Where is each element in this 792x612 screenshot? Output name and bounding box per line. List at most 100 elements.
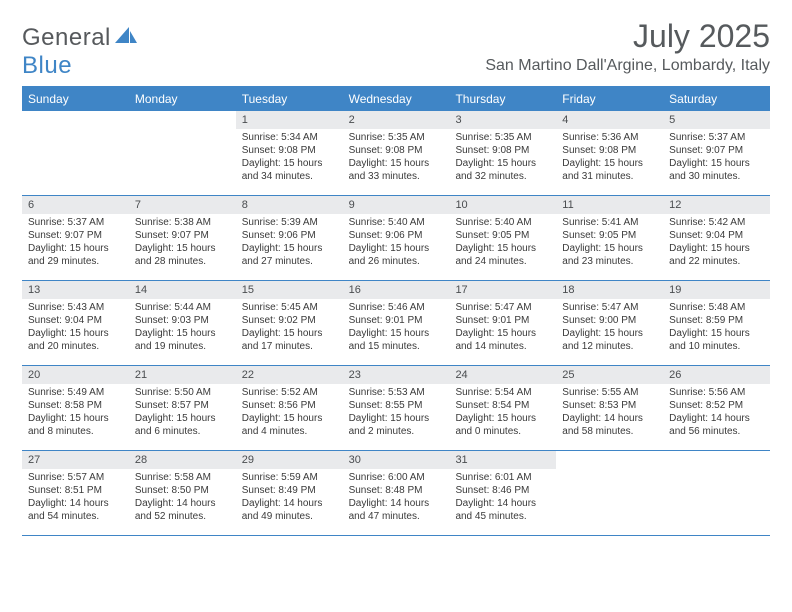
title-block: July 2025 San Martino Dall'Argine, Lomba… [485,18,770,75]
date-number: 7 [129,196,236,214]
logo-text: General Blue [22,24,137,80]
date-number: 25 [556,366,663,384]
date-number: 1 [236,111,343,129]
calendar-cell: 23Sunrise: 5:53 AMSunset: 8:55 PMDayligh… [343,366,450,450]
daylight2-text: and 24 minutes. [455,255,550,268]
sunset-text: Sunset: 9:08 PM [349,144,444,157]
sunrise-text: Sunrise: 5:56 AM [669,386,764,399]
day-header: Thursday [449,88,556,111]
cell-body: Sunrise: 5:54 AMSunset: 8:54 PMDaylight:… [449,384,556,442]
sunrise-text: Sunrise: 5:37 AM [28,216,123,229]
sunrise-text: Sunrise: 5:48 AM [669,301,764,314]
cell-body: Sunrise: 5:49 AMSunset: 8:58 PMDaylight:… [22,384,129,442]
date-number: 6 [22,196,129,214]
daylight2-text: and 14 minutes. [455,340,550,353]
calendar-cell: 29Sunrise: 5:59 AMSunset: 8:49 PMDayligh… [236,451,343,535]
daylight2-text: and 8 minutes. [28,425,123,438]
daylight2-text: and 22 minutes. [669,255,764,268]
date-number: 2 [343,111,450,129]
daylight2-text: and 54 minutes. [28,510,123,523]
calendar-cell: 8Sunrise: 5:39 AMSunset: 9:06 PMDaylight… [236,196,343,280]
day-header: Wednesday [343,88,450,111]
date-number: 13 [22,281,129,299]
daylight1-text: Daylight: 15 hours [562,157,657,170]
date-number: 15 [236,281,343,299]
cell-body: Sunrise: 6:01 AMSunset: 8:46 PMDaylight:… [449,469,556,527]
logo-sail-icon [115,24,137,52]
daylight1-text: Daylight: 15 hours [135,412,230,425]
day-header: Friday [556,88,663,111]
daylight2-text: and 33 minutes. [349,170,444,183]
cell-body: Sunrise: 5:37 AMSunset: 9:07 PMDaylight:… [22,214,129,272]
daylight2-text: and 15 minutes. [349,340,444,353]
daylight1-text: Daylight: 15 hours [455,412,550,425]
day-header: Tuesday [236,88,343,111]
date-number: 14 [129,281,236,299]
sunrise-text: Sunrise: 5:53 AM [349,386,444,399]
calendar-cell: 4Sunrise: 5:36 AMSunset: 9:08 PMDaylight… [556,111,663,195]
week-row: 13Sunrise: 5:43 AMSunset: 9:04 PMDayligh… [22,281,770,366]
sunset-text: Sunset: 9:01 PM [349,314,444,327]
daylight2-text: and 52 minutes. [135,510,230,523]
cell-body: Sunrise: 6:00 AMSunset: 8:48 PMDaylight:… [343,469,450,527]
sunset-text: Sunset: 9:01 PM [455,314,550,327]
sunset-text: Sunset: 8:58 PM [28,399,123,412]
daylight1-text: Daylight: 15 hours [349,157,444,170]
calendar-cell [663,451,770,535]
sunrise-text: Sunrise: 5:39 AM [242,216,337,229]
cell-body: Sunrise: 5:39 AMSunset: 9:06 PMDaylight:… [236,214,343,272]
calendar-cell: 25Sunrise: 5:55 AMSunset: 8:53 PMDayligh… [556,366,663,450]
cell-body: Sunrise: 5:41 AMSunset: 9:05 PMDaylight:… [556,214,663,272]
sunrise-text: Sunrise: 5:45 AM [242,301,337,314]
sunrise-text: Sunrise: 5:40 AM [349,216,444,229]
date-number: 22 [236,366,343,384]
calendar-cell: 2Sunrise: 5:35 AMSunset: 9:08 PMDaylight… [343,111,450,195]
cell-body: Sunrise: 5:35 AMSunset: 9:08 PMDaylight:… [343,129,450,187]
daylight2-text: and 56 minutes. [669,425,764,438]
cell-body: Sunrise: 5:47 AMSunset: 9:00 PMDaylight:… [556,299,663,357]
date-number: 5 [663,111,770,129]
daylight2-text: and 30 minutes. [669,170,764,183]
calendar-cell: 14Sunrise: 5:44 AMSunset: 9:03 PMDayligh… [129,281,236,365]
daylight1-text: Daylight: 15 hours [349,327,444,340]
sunrise-text: Sunrise: 5:35 AM [455,131,550,144]
daylight1-text: Daylight: 15 hours [242,412,337,425]
sunrise-text: Sunrise: 5:43 AM [28,301,123,314]
sunset-text: Sunset: 9:08 PM [562,144,657,157]
cell-body: Sunrise: 5:40 AMSunset: 9:06 PMDaylight:… [343,214,450,272]
weeks-container: 1Sunrise: 5:34 AMSunset: 9:08 PMDaylight… [22,111,770,536]
daylight2-text: and 20 minutes. [28,340,123,353]
sunrise-text: Sunrise: 5:37 AM [669,131,764,144]
logo-text-blue: Blue [22,52,72,79]
cell-body: Sunrise: 5:48 AMSunset: 8:59 PMDaylight:… [663,299,770,357]
sunset-text: Sunset: 9:04 PM [669,229,764,242]
date-number: 21 [129,366,236,384]
week-row: 1Sunrise: 5:34 AMSunset: 9:08 PMDaylight… [22,111,770,196]
daylight2-text: and 23 minutes. [562,255,657,268]
daylight2-text: and 4 minutes. [242,425,337,438]
daylight1-text: Daylight: 15 hours [242,242,337,255]
sunset-text: Sunset: 9:07 PM [135,229,230,242]
daylight2-text: and 10 minutes. [669,340,764,353]
calendar-cell: 10Sunrise: 5:40 AMSunset: 9:05 PMDayligh… [449,196,556,280]
sunrise-text: Sunrise: 5:57 AM [28,471,123,484]
calendar-cell: 27Sunrise: 5:57 AMSunset: 8:51 PMDayligh… [22,451,129,535]
calendar-cell: 15Sunrise: 5:45 AMSunset: 9:02 PMDayligh… [236,281,343,365]
calendar-cell: 21Sunrise: 5:50 AMSunset: 8:57 PMDayligh… [129,366,236,450]
sunset-text: Sunset: 8:56 PM [242,399,337,412]
calendar-cell: 31Sunrise: 6:01 AMSunset: 8:46 PMDayligh… [449,451,556,535]
date-number: 16 [343,281,450,299]
calendar-cell: 13Sunrise: 5:43 AMSunset: 9:04 PMDayligh… [22,281,129,365]
sunset-text: Sunset: 9:05 PM [562,229,657,242]
sunrise-text: Sunrise: 5:40 AM [455,216,550,229]
daylight1-text: Daylight: 15 hours [135,327,230,340]
date-number: 30 [343,451,450,469]
daylight1-text: Daylight: 14 hours [562,412,657,425]
daylight1-text: Daylight: 15 hours [28,242,123,255]
calendar-cell: 19Sunrise: 5:48 AMSunset: 8:59 PMDayligh… [663,281,770,365]
sunrise-text: Sunrise: 5:49 AM [28,386,123,399]
calendar-cell: 30Sunrise: 6:00 AMSunset: 8:48 PMDayligh… [343,451,450,535]
calendar-cell: 18Sunrise: 5:47 AMSunset: 9:00 PMDayligh… [556,281,663,365]
sunset-text: Sunset: 8:49 PM [242,484,337,497]
cell-body: Sunrise: 5:55 AMSunset: 8:53 PMDaylight:… [556,384,663,442]
